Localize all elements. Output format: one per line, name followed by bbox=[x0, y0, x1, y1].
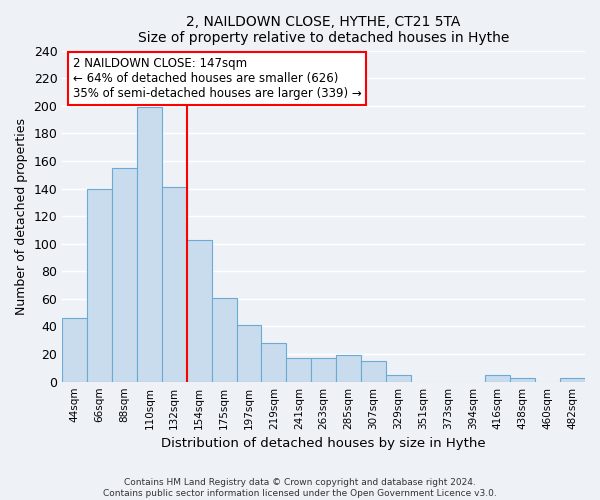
Bar bbox=[386, 375, 411, 382]
Bar bbox=[187, 240, 212, 382]
Bar bbox=[262, 343, 286, 382]
Text: Contains HM Land Registry data © Crown copyright and database right 2024.
Contai: Contains HM Land Registry data © Crown c… bbox=[103, 478, 497, 498]
Bar bbox=[336, 356, 361, 382]
Bar bbox=[311, 358, 336, 382]
Bar bbox=[236, 325, 262, 382]
Bar bbox=[485, 375, 511, 382]
Bar bbox=[162, 187, 187, 382]
Bar bbox=[137, 107, 162, 382]
Bar bbox=[511, 378, 535, 382]
Bar bbox=[87, 188, 112, 382]
X-axis label: Distribution of detached houses by size in Hythe: Distribution of detached houses by size … bbox=[161, 437, 486, 450]
Bar bbox=[212, 298, 236, 382]
Bar bbox=[286, 358, 311, 382]
Bar bbox=[361, 361, 386, 382]
Bar bbox=[62, 318, 87, 382]
Y-axis label: Number of detached properties: Number of detached properties bbox=[15, 118, 28, 314]
Title: 2, NAILDOWN CLOSE, HYTHE, CT21 5TA
Size of property relative to detached houses : 2, NAILDOWN CLOSE, HYTHE, CT21 5TA Size … bbox=[138, 15, 509, 45]
Bar bbox=[560, 378, 585, 382]
Bar bbox=[112, 168, 137, 382]
Text: 2 NAILDOWN CLOSE: 147sqm
← 64% of detached houses are smaller (626)
35% of semi-: 2 NAILDOWN CLOSE: 147sqm ← 64% of detach… bbox=[73, 57, 361, 100]
